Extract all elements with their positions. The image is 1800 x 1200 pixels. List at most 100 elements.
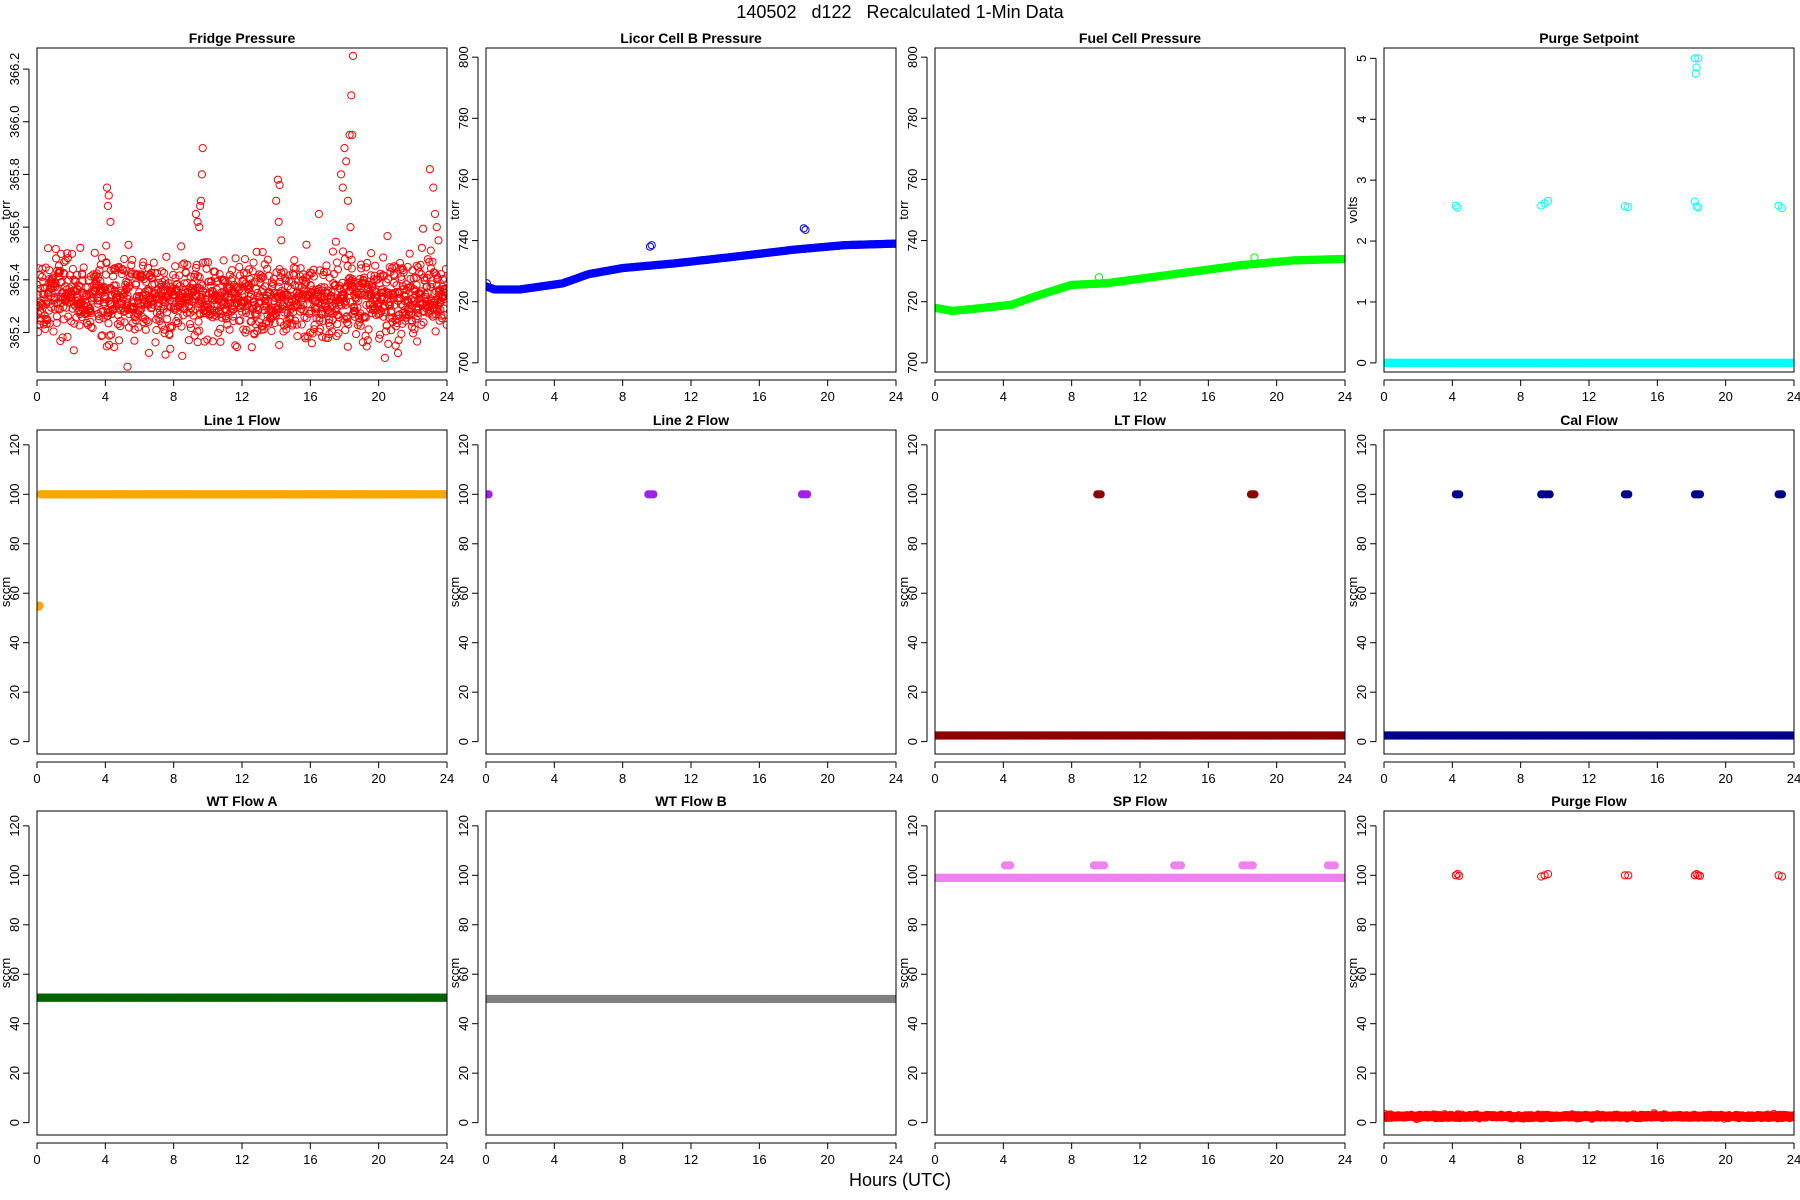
data-point — [111, 281, 120, 290]
data-point — [290, 256, 299, 265]
data-point — [227, 266, 236, 275]
data-point — [196, 196, 206, 205]
x-tick-label: 4 — [1449, 771, 1456, 786]
data-point — [202, 264, 211, 273]
x-tick-label: 12 — [235, 389, 249, 404]
data-point — [417, 320, 426, 329]
y-tick-label: 1 — [1354, 298, 1369, 305]
data-point — [325, 330, 334, 339]
data-point — [486, 279, 491, 288]
plot-frame — [36, 47, 448, 373]
data-point — [288, 269, 297, 278]
data-point — [174, 313, 183, 322]
data-point — [234, 286, 243, 295]
data-point — [82, 318, 92, 327]
data-point — [171, 262, 180, 271]
data-point — [51, 283, 60, 292]
data-point — [291, 316, 300, 325]
data-point — [799, 224, 808, 233]
data-point — [232, 342, 242, 352]
data-point — [52, 254, 61, 263]
data-point — [130, 336, 139, 345]
data-point — [427, 280, 436, 289]
data-point — [127, 270, 136, 279]
data-point — [277, 291, 287, 300]
data-point — [79, 263, 88, 272]
chart-title: WT Flow A — [206, 793, 277, 809]
y-tick-label: 720 — [456, 291, 471, 313]
data-point — [423, 282, 432, 291]
data-point — [343, 196, 352, 205]
y-tick-label: 4 — [1354, 116, 1369, 123]
data-point — [70, 319, 79, 328]
data-point — [333, 265, 342, 274]
x-tick-label: 0 — [482, 389, 489, 404]
data-point — [164, 279, 173, 288]
page-title: 140502 d122 Recalculated 1-Min Data — [736, 2, 1064, 22]
data-point — [345, 251, 354, 260]
data-point — [240, 255, 250, 264]
data-point — [95, 266, 104, 275]
data-point — [102, 342, 111, 351]
data-point — [120, 254, 129, 264]
data-point — [385, 301, 395, 310]
data-point — [195, 326, 204, 335]
data-point — [252, 247, 261, 256]
data-point — [1777, 490, 1787, 499]
data-point — [347, 255, 356, 264]
data-point — [647, 241, 656, 250]
data-point — [107, 300, 116, 309]
data-point — [192, 260, 201, 269]
data-point — [176, 303, 185, 312]
data-point — [51, 244, 60, 254]
data-point — [360, 312, 369, 321]
y-tick-label: 740 — [456, 230, 471, 252]
data-point — [217, 313, 226, 322]
data-point — [406, 274, 415, 283]
data-point — [248, 267, 257, 276]
x-tick-label: 20 — [371, 771, 385, 786]
data-point — [435, 316, 444, 325]
data-point — [110, 343, 119, 352]
data-point — [354, 296, 363, 305]
data-point — [216, 324, 225, 333]
data-point — [347, 91, 356, 100]
plot-frame — [36, 429, 448, 755]
data-point — [187, 303, 196, 313]
x-tick-label: 24 — [440, 771, 454, 786]
data-point — [409, 285, 418, 294]
data-point — [177, 242, 186, 251]
data-point — [191, 263, 201, 273]
x-tick-label: 4 — [102, 389, 109, 404]
data-point — [393, 318, 402, 328]
data-point — [92, 277, 101, 286]
data-point — [299, 307, 308, 316]
data-point — [429, 183, 438, 192]
data-point — [253, 310, 262, 319]
data-point — [184, 336, 193, 345]
data-point — [397, 264, 407, 273]
x-tick-label: 8 — [1068, 389, 1075, 404]
y-tick-label: 800 — [905, 46, 920, 68]
data-point — [149, 300, 158, 309]
data-point — [1451, 201, 1460, 210]
x-tick-label: 24 — [1787, 389, 1800, 404]
data-point — [235, 285, 244, 294]
data-point — [387, 264, 397, 273]
data-point — [331, 237, 340, 246]
data-point — [419, 307, 428, 316]
data-point — [106, 217, 115, 226]
data-point — [152, 325, 161, 335]
x-tick-label: 4 — [1000, 771, 1007, 786]
data-point — [1694, 203, 1703, 212]
data-point — [348, 130, 357, 139]
y-tick-label: 20 — [7, 685, 22, 699]
data-point — [219, 256, 228, 265]
data-point — [37, 602, 43, 611]
y-tick-label: 40 — [456, 635, 471, 649]
data-point — [42, 297, 51, 306]
y-tick-label: 40 — [1354, 635, 1369, 649]
data-point — [379, 312, 388, 321]
